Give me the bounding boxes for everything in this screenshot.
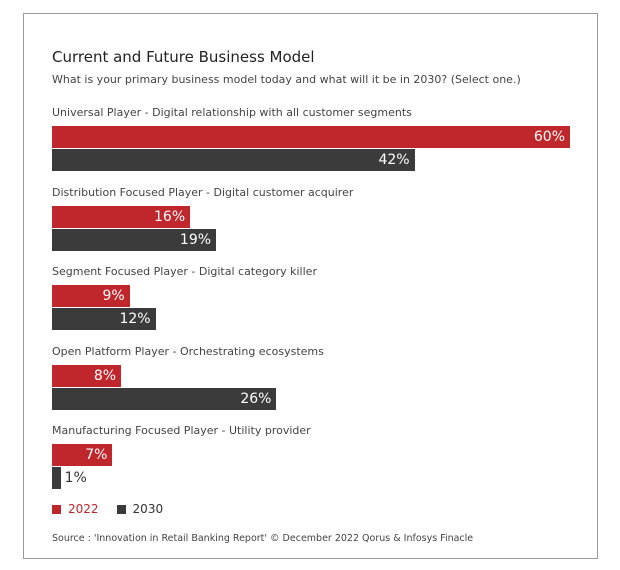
bar-2030 — [52, 308, 156, 330]
bar-2030 — [52, 228, 217, 251]
bar-value-label: 60% — [533, 129, 565, 145]
bar-value-label: 8% — [93, 367, 117, 384]
category-label: Open Platform Player - Orchestrating eco… — [52, 344, 324, 358]
legend-swatch-2030 — [116, 504, 126, 514]
bar-2022 — [52, 205, 191, 228]
bar-value-label: 1% — [64, 470, 87, 486]
bar-value-label: 19% — [179, 231, 212, 248]
bar-value-label: 7% — [85, 447, 108, 463]
category-label: Segment Focused Player - Digital categor… — [52, 265, 317, 278]
chart-subtitle: What is your primary business model toda… — [52, 73, 521, 86]
bar-2030 — [52, 387, 277, 410]
bar-2022 — [52, 364, 122, 387]
category-label: Manufacturing Focused Player - Utility p… — [52, 424, 311, 437]
bar-2022 — [52, 444, 113, 466]
bar-2022 — [52, 126, 570, 148]
category-label: Universal Player - Digital relationship … — [52, 106, 412, 119]
bar-value-label: 9% — [102, 288, 125, 304]
bar-2022 — [52, 285, 130, 307]
legend-label-2030: 2030 — [132, 502, 164, 516]
bar-value-label: 26% — [240, 390, 272, 407]
bar-value-label: 16% — [154, 208, 186, 225]
legend-label-2022: 2022 — [68, 502, 99, 516]
bar-value-label: 12% — [119, 311, 151, 327]
chart-title: Current and Future Business Model — [52, 48, 315, 66]
bar-2030 — [52, 149, 415, 171]
legend: 2022 2030 — [52, 502, 181, 516]
legend-swatch-2022 — [52, 504, 61, 514]
source-note: Source : 'Innovation in Retail Banking R… — [52, 533, 474, 544]
bar-value-label: 42% — [378, 152, 410, 168]
category-label: Distribution Focused Player - Digital cu… — [52, 185, 354, 199]
bar-2030 — [52, 467, 61, 489]
chart-frame — [23, 13, 598, 559]
